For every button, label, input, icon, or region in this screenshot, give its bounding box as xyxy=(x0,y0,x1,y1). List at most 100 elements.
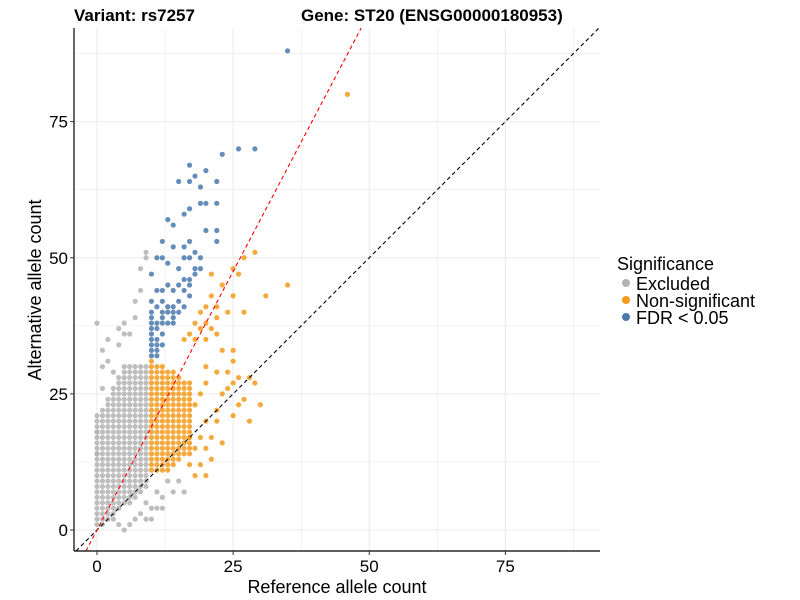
point-excluded xyxy=(127,451,133,457)
point-non-significant xyxy=(181,396,187,402)
point-fdr-0-05 xyxy=(165,309,171,315)
title-variant: Variant: rs7257 xyxy=(74,6,195,25)
point-non-significant xyxy=(219,347,225,353)
point-excluded xyxy=(105,456,111,462)
point-non-significant xyxy=(165,462,171,468)
point-excluded xyxy=(137,434,144,441)
point-excluded xyxy=(105,467,111,473)
point-non-significant xyxy=(214,315,220,321)
point-excluded xyxy=(121,320,127,326)
point-excluded xyxy=(132,315,138,321)
point-excluded xyxy=(99,500,106,506)
point-excluded xyxy=(94,456,100,462)
point-excluded xyxy=(110,391,116,397)
point-non-significant xyxy=(214,418,220,424)
point-excluded xyxy=(127,445,133,451)
point-non-significant xyxy=(186,396,193,402)
point-non-significant xyxy=(154,364,160,370)
point-non-significant xyxy=(186,391,193,397)
point-non-significant xyxy=(170,440,176,446)
point-excluded xyxy=(116,407,122,413)
point-excluded xyxy=(143,418,149,424)
point-non-significant xyxy=(165,451,171,457)
point-excluded xyxy=(94,511,100,517)
x-axis-label: Reference allele count xyxy=(247,577,426,597)
point-non-significant xyxy=(148,434,155,441)
point-fdr-0-05 xyxy=(181,287,187,294)
point-excluded xyxy=(143,402,149,408)
point-excluded xyxy=(159,494,165,500)
point-excluded xyxy=(127,483,133,490)
point-fdr-0-05 xyxy=(165,304,171,310)
point-non-significant xyxy=(181,429,187,435)
point-excluded xyxy=(105,402,111,408)
point-excluded xyxy=(143,423,149,430)
point-excluded xyxy=(137,407,144,413)
point-non-significant xyxy=(176,413,182,419)
point-excluded xyxy=(116,396,122,402)
point-excluded xyxy=(132,467,138,473)
x-tick-label: 75 xyxy=(496,557,515,576)
point-non-significant xyxy=(165,445,171,451)
point-excluded xyxy=(116,500,122,506)
point-excluded xyxy=(110,369,116,375)
point-excluded xyxy=(105,429,111,435)
point-non-significant xyxy=(230,358,236,364)
point-excluded xyxy=(137,418,144,424)
point-excluded xyxy=(99,451,106,457)
point-excluded xyxy=(137,451,144,457)
point-non-significant xyxy=(165,423,171,430)
point-non-significant xyxy=(159,456,165,462)
point-excluded xyxy=(132,456,138,462)
point-non-significant xyxy=(159,418,165,424)
point-excluded xyxy=(154,489,160,495)
point-excluded xyxy=(121,434,127,441)
point-fdr-0-05 xyxy=(165,217,171,223)
point-fdr-0-05 xyxy=(219,151,225,157)
point-excluded xyxy=(110,456,116,462)
point-excluded xyxy=(110,483,116,490)
point-excluded xyxy=(121,440,127,446)
point-excluded xyxy=(143,456,149,462)
point-non-significant xyxy=(197,434,204,441)
point-excluded xyxy=(99,478,106,484)
point-excluded xyxy=(132,423,138,430)
point-excluded xyxy=(137,287,144,294)
point-fdr-0-05 xyxy=(214,200,220,206)
point-non-significant xyxy=(230,380,236,386)
point-excluded xyxy=(132,445,138,451)
y-axis-label: Alternative allele count xyxy=(25,199,45,380)
point-excluded xyxy=(143,483,149,490)
point-non-significant xyxy=(148,396,155,402)
point-non-significant xyxy=(203,445,209,451)
point-non-significant xyxy=(225,369,231,375)
point-non-significant xyxy=(159,369,165,375)
point-fdr-0-05 xyxy=(197,200,204,206)
point-excluded xyxy=(105,434,111,441)
point-non-significant xyxy=(186,445,193,451)
point-non-significant xyxy=(154,456,160,462)
y-tick-label: 75 xyxy=(49,113,68,132)
point-excluded xyxy=(116,467,122,473)
point-excluded xyxy=(137,467,144,473)
point-non-significant xyxy=(154,396,160,402)
point-fdr-0-05 xyxy=(181,304,187,310)
point-fdr-0-05 xyxy=(148,315,155,321)
legend-label-nonsignificant: Non-significant xyxy=(636,291,755,311)
point-excluded xyxy=(94,423,100,430)
point-excluded xyxy=(121,423,127,430)
point-fdr-0-05 xyxy=(159,255,165,261)
point-non-significant xyxy=(203,472,209,479)
point-excluded xyxy=(132,472,138,479)
point-non-significant xyxy=(235,374,242,381)
point-excluded xyxy=(105,483,111,490)
point-fdr-0-05 xyxy=(176,266,182,272)
point-non-significant xyxy=(208,271,214,277)
point-fdr-0-05 xyxy=(159,309,165,315)
axes: 0 25 50 75 0 25 50 75 xyxy=(49,28,600,576)
point-excluded xyxy=(110,445,116,451)
point-fdr-0-05 xyxy=(181,211,187,217)
point-non-significant xyxy=(186,462,193,468)
point-non-significant xyxy=(148,374,155,381)
point-excluded xyxy=(127,331,133,337)
